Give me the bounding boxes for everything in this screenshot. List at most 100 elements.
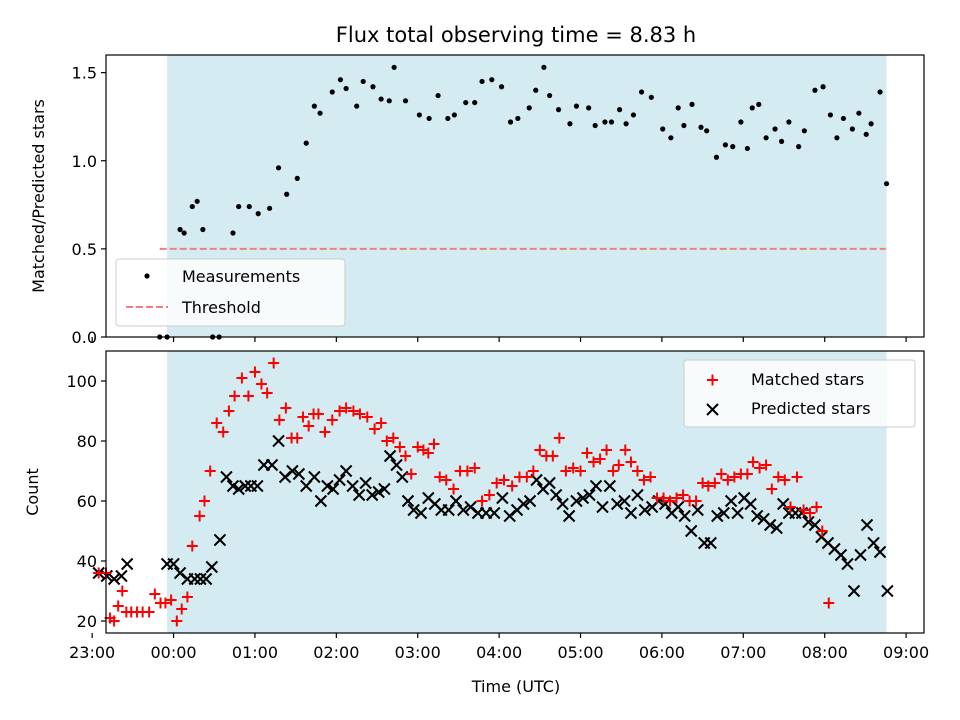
measurement-point <box>586 105 592 111</box>
predicted-stars-point <box>383 449 397 463</box>
predicted-stars-point <box>326 482 340 496</box>
predicted-stars-point <box>107 572 121 586</box>
predicted-stars-point <box>407 503 420 517</box>
predicted-stars-point <box>401 494 415 508</box>
bottom-legend-box <box>683 359 916 428</box>
bottom-legend: Matched stars Predicted stars <box>683 359 916 428</box>
matched-stars-point <box>291 432 303 444</box>
predicted-stars-point <box>457 503 470 517</box>
matched-stars-series <box>93 357 835 627</box>
bottom-y-tick-label: 60 <box>77 492 97 511</box>
x-tick-label: 01:00 <box>232 643 278 662</box>
matched-stars-point <box>645 471 657 483</box>
matched-stars-point <box>469 462 481 474</box>
predicted-stars-point <box>596 500 609 514</box>
measurement-point <box>567 121 573 127</box>
predicted-stars-point <box>308 470 321 484</box>
matched-stars-point <box>242 390 254 402</box>
matched-stars-point <box>823 597 835 609</box>
measurement-point <box>435 92 441 99</box>
measurement-point <box>834 135 840 141</box>
matched-stars-point <box>483 489 495 501</box>
measurement-point <box>704 128 710 134</box>
measurement-point <box>354 103 360 109</box>
top-axes-frame <box>105 54 925 338</box>
predicted-stars-point <box>744 497 757 511</box>
matched-stars-point <box>476 495 488 507</box>
matched-stars-point <box>116 585 128 597</box>
measurement-point <box>200 226 206 233</box>
measurement-point <box>698 124 704 130</box>
matched-stars-point <box>498 474 510 486</box>
matched-stars-point <box>394 441 406 453</box>
measurement-point <box>827 112 833 118</box>
measurement-point <box>515 115 521 122</box>
measurement-point <box>255 211 261 217</box>
measurement-point <box>337 77 344 83</box>
legend-measurements-label: Measurements <box>182 267 300 286</box>
matched-stars-point <box>375 417 387 429</box>
predicted-stars-point <box>556 497 569 511</box>
predicted-stars-point <box>847 584 861 598</box>
measurement-point <box>786 119 792 125</box>
bottom-y-tick-label: 100 <box>66 372 97 391</box>
matched-stars-point <box>760 459 772 471</box>
measurement-point <box>573 103 580 109</box>
x-tick-label: 07:00 <box>720 643 766 662</box>
measurement-point <box>648 94 654 100</box>
top-y-axis: 0.0 0.5 1.0 1.5 <box>72 64 106 347</box>
top-y-tick-label: 0.0 <box>72 328 97 347</box>
matched-stars-point <box>229 390 241 402</box>
measurement-point <box>623 121 629 127</box>
matched-stars-point <box>619 444 631 456</box>
predicted-stars-point <box>750 509 764 523</box>
matched-stars-point <box>268 357 280 369</box>
measurement-point <box>555 107 562 113</box>
matched-stars-point <box>547 450 559 462</box>
predicted-stars-point <box>205 560 219 574</box>
predicted-stars-point <box>860 518 874 532</box>
measurement-point <box>778 138 785 144</box>
matched-stars-point <box>347 405 359 417</box>
matched-stars-point <box>171 615 183 627</box>
top-y-tick-label: 0.5 <box>72 240 97 259</box>
matched-stars-point <box>766 483 778 495</box>
measurement-point <box>311 103 317 109</box>
matched-stars-point <box>677 489 689 501</box>
predicted-stars-point <box>314 494 328 508</box>
predicted-stars-point <box>770 521 783 535</box>
matched-stars-point <box>236 372 248 384</box>
matched-stars-point <box>434 471 446 483</box>
predicted-stars-point <box>881 584 894 598</box>
predicted-stars-point <box>854 548 867 562</box>
matched-stars-point <box>387 432 399 444</box>
matched-stars-point <box>186 540 198 552</box>
matched-stars-point <box>728 471 740 483</box>
measurement-point <box>638 89 645 95</box>
x-tick-label: 23:00 <box>69 643 115 662</box>
predicted-stars-point <box>167 557 180 571</box>
predicted-stars-point <box>120 557 134 571</box>
predicted-stars-point <box>671 500 685 514</box>
matched-stars-point <box>334 405 346 417</box>
matched-stars-point <box>412 441 424 453</box>
measurement-point <box>744 145 750 152</box>
predicted-stars-point <box>711 509 724 523</box>
matched-stars-point <box>440 474 452 486</box>
measurement-point <box>722 142 729 148</box>
measurement-point <box>194 198 200 204</box>
matched-stars-point <box>798 504 810 516</box>
predicted-stars-point <box>841 557 854 571</box>
predicted-stars-point <box>265 458 279 472</box>
measurement-point <box>246 203 252 210</box>
matched-stars-point <box>772 471 784 483</box>
predicted-stars-point <box>583 488 596 502</box>
predicted-stars-point <box>359 476 372 490</box>
predicted-stars-point <box>691 503 704 517</box>
predicted-stars-point <box>488 506 501 520</box>
matched-stars-point <box>273 414 285 426</box>
bottom-axes-frame <box>105 350 925 634</box>
predicted-stars-point <box>378 482 391 496</box>
matched-stars-point <box>697 477 709 489</box>
predicted-stars-point <box>333 473 346 487</box>
